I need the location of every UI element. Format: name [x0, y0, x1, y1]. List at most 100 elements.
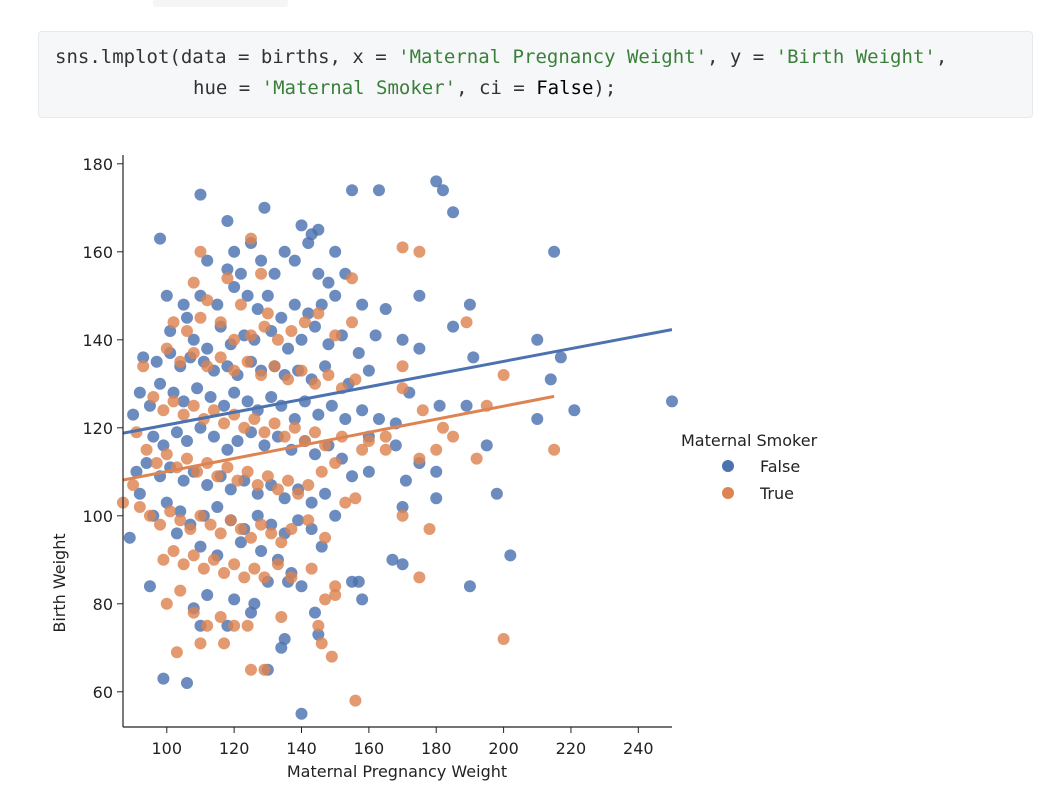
scatter-point-true: [322, 369, 335, 381]
scatter-point-false: [170, 426, 183, 439]
scatter-point-false: [356, 404, 369, 417]
scatter-point-true: [329, 580, 342, 593]
scatter-point-true: [548, 443, 561, 456]
scatter-point-false: [211, 298, 224, 311]
scatter-point-true: [157, 404, 170, 417]
scatter-point-true: [312, 307, 325, 320]
scatter-point-true: [288, 421, 301, 434]
scatter-point-true: [285, 523, 298, 535]
x-tick-label: 160: [354, 739, 385, 758]
scatter-point-true: [147, 391, 160, 403]
code-token: , ci =: [456, 77, 537, 99]
scatter-point-false: [255, 254, 268, 267]
y-tick-label: 120: [82, 419, 113, 438]
scatter-point-false: [460, 399, 473, 412]
scatter-point-false: [201, 254, 214, 267]
scatter-point-true: [241, 355, 254, 368]
scatter-point-false: [666, 395, 678, 408]
scatter-point-true: [174, 355, 187, 368]
scatter-point-true: [261, 307, 274, 320]
scatter-point-true: [356, 443, 369, 456]
code-token: False: [536, 77, 594, 99]
code-string-token: 'Maternal Pregnancy Weight': [398, 46, 708, 68]
x-tick-label: 120: [219, 739, 250, 758]
scatter-point-true: [160, 448, 173, 461]
scatter-point-true: [413, 571, 426, 584]
scatter-point-true: [187, 399, 200, 412]
scatter-point-true: [312, 619, 325, 632]
scatter-point-false: [228, 593, 241, 606]
scatter-point-false: [396, 333, 409, 346]
scatter-point-true: [244, 232, 257, 245]
scatter-point-false: [275, 311, 288, 324]
scatter-point-false: [329, 245, 342, 258]
scatter-point-false: [346, 470, 359, 483]
scatter-point-true: [234, 298, 247, 311]
axes-layer: 100 120 140 160 180 200 220 240 60 80 100 120 140 160…: [82, 155, 672, 758]
scatter-point-true: [282, 474, 295, 487]
x-tick-label: 100: [152, 739, 183, 758]
scatter-point-true: [305, 562, 318, 575]
scatter-point-false: [396, 558, 409, 571]
scatter-point-false: [413, 342, 426, 355]
scatter-point-true: [248, 413, 261, 425]
scatter-point-false: [292, 514, 305, 527]
scatter-point-false: [329, 509, 342, 522]
scatter-point-false: [278, 245, 291, 258]
scatter-point-true: [447, 430, 460, 443]
x-tick-label: 180: [421, 739, 452, 758]
legend-label-false: False: [760, 457, 800, 476]
scatter-point-true: [244, 531, 257, 544]
code-cell[interactable]: sns.lmplot(data = births, x = 'Maternal …: [38, 31, 1033, 118]
scatter-point-false: [221, 443, 234, 456]
scatter-point-false: [234, 536, 247, 549]
scatter-point-false: [127, 408, 140, 421]
scatter-point-true: [228, 333, 241, 346]
scatter-point-true: [177, 408, 190, 421]
scatter-point-false: [140, 457, 153, 469]
scatter-point-false: [180, 435, 193, 447]
scatter-point-false: [154, 232, 167, 245]
code-line-2: hue = 'Maternal Smoker', ci = False);: [55, 77, 616, 99]
scatter-point-true: [204, 518, 217, 531]
scatter-point-false: [379, 303, 392, 315]
scatter-point-true: [413, 452, 426, 465]
regression-lines-layer: [123, 328, 672, 482]
scatter-point-true: [194, 509, 207, 522]
regression-line-true: [123, 394, 555, 482]
legend-title: Maternal Smoker: [681, 431, 818, 450]
scatter-point-false: [133, 487, 146, 500]
scatter-point-true: [268, 417, 281, 430]
scatter-point-false: [329, 289, 342, 302]
scatter-point-false: [288, 254, 301, 267]
scatter-point-false: [251, 303, 264, 315]
scatter-point-false: [241, 289, 254, 302]
x-tick-label: 220: [556, 739, 587, 758]
scatter-point-true: [214, 316, 227, 329]
scatter-point-true: [430, 443, 443, 456]
x-tick-label: 240: [623, 739, 654, 758]
scatter-point-false: [288, 298, 301, 311]
scatter-point-true: [143, 509, 156, 522]
scatter-point-true: [349, 373, 362, 386]
scatter-point-true: [319, 593, 332, 606]
scatter-point-false: [467, 351, 480, 364]
scatter-point-false: [170, 527, 183, 540]
scatter-point-false: [295, 333, 308, 346]
scatter-point-true: [150, 457, 163, 469]
scatter-point-false: [157, 672, 170, 685]
scatter-point-false: [211, 501, 224, 513]
scatter-point-true: [265, 527, 278, 540]
scatter-point-true: [396, 360, 409, 373]
scatter-point-false: [231, 435, 244, 447]
scatter-point-true: [292, 487, 305, 500]
scatter-point-false: [531, 333, 544, 346]
scatter-point-false: [362, 364, 375, 377]
scatter-point-true: [349, 492, 362, 505]
scatter-point-true: [255, 369, 268, 381]
scatter-point-true: [201, 619, 214, 632]
scatter-point-false: [372, 413, 385, 425]
legend-marker-true: [722, 487, 734, 499]
y-tick-label: 180: [82, 155, 113, 174]
scatter-point-true: [170, 646, 183, 659]
